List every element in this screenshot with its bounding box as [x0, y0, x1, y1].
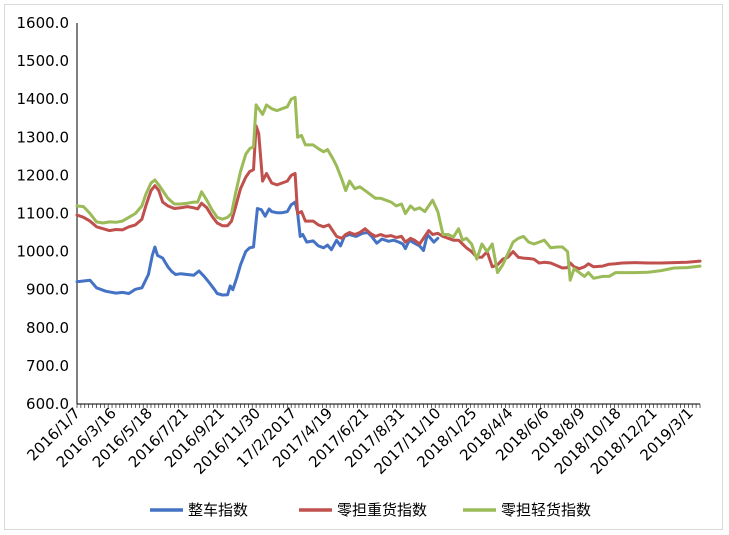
legend: 整车指数 零担重货指数 零担轻货指数 — [150, 501, 591, 519]
legend-label-2: 零担重货指数 — [337, 501, 427, 519]
y-tick-label: 1000.0 — [17, 243, 70, 261]
series-line-2 — [75, 124, 702, 271]
y-tick-label: 1500.0 — [17, 52, 70, 70]
legend-label-1: 整车指数 — [188, 501, 248, 519]
y-tick-label: 600.0 — [26, 395, 69, 413]
series-layer — [75, 95, 702, 297]
y-tick-label: 1600.0 — [17, 14, 70, 32]
y-tick-label: 1200.0 — [17, 166, 70, 184]
y-tick-label: 1400.0 — [17, 90, 70, 108]
y-tick-label: 1300.0 — [17, 128, 70, 146]
series-line-1 — [75, 200, 440, 297]
series-line-3 — [75, 95, 702, 282]
y-axis: 600.0 700.0 800.0 900.0 1000.0 1100.0 1200.0 13… — [17, 14, 78, 413]
y-tick-label: 1100.0 — [17, 205, 70, 223]
y-tick-label: 800.0 — [26, 319, 69, 337]
x-axis: 2016/1/72016/3/162016/5/182016/7/212016/… — [23, 403, 701, 478]
y-tick-label: 900.0 — [26, 281, 69, 299]
legend-label-3: 零担轻货指数 — [501, 501, 591, 519]
y-tick-label: 700.0 — [26, 357, 69, 375]
